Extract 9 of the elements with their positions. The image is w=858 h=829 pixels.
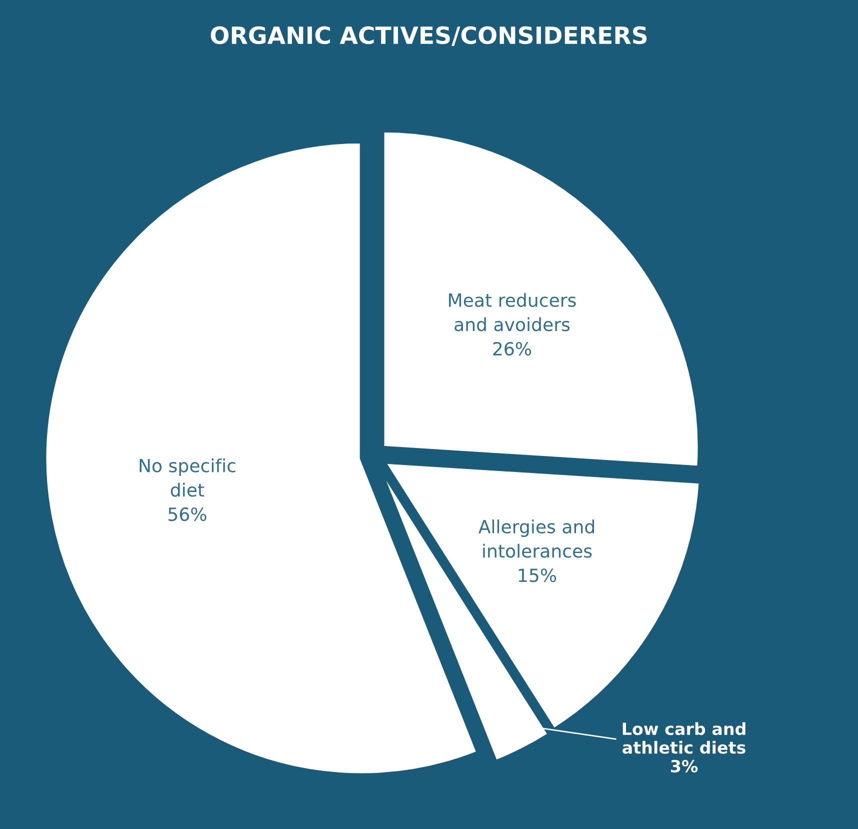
chart-title: ORGANIC ACTIVES/CONSIDERERS: [210, 26, 647, 46]
data-label: 56%: [168, 507, 206, 522]
data-label: 26%: [493, 342, 532, 356]
slice-label: Meat reducers and avoiders: [449, 292, 576, 332]
slice-label: Low carb and athletic diets: [622, 722, 746, 754]
data-label: 3%: [670, 760, 698, 772]
slice-label: No specific diet: [140, 458, 236, 497]
data-label: 15%: [518, 568, 556, 582]
slice-label: Allergies and intolerances: [478, 519, 594, 558]
